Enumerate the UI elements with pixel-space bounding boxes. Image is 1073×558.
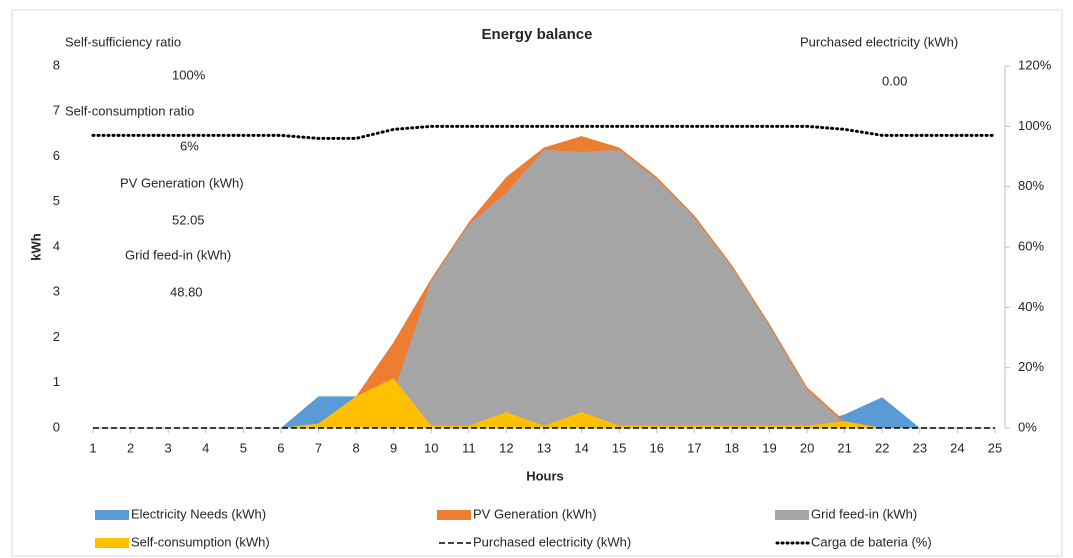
line [91, 124, 997, 140]
legend-swatch [775, 510, 809, 520]
x-tick-label: 15 [612, 440, 626, 455]
chart-title: Energy balance [482, 26, 593, 43]
area [93, 378, 995, 428]
y-tick-label: 1 [53, 374, 60, 389]
x-tick-label: 11 [462, 440, 476, 455]
y-tick-label: 0 [53, 419, 60, 434]
y2-tick-label: 20% [1018, 359, 1044, 374]
y2-tick-label: 0% [1018, 419, 1037, 434]
y-tick-label: 2 [53, 329, 60, 344]
x-tick-label: 3 [165, 440, 172, 455]
annotation: 6% [180, 138, 199, 153]
y2-tick-label: 80% [1018, 178, 1044, 193]
x-tick-label: 2 [127, 440, 134, 455]
y2-tick-label: 120% [1018, 57, 1052, 72]
area [93, 149, 995, 428]
legend-swatch [95, 538, 129, 548]
x-tick-label: 14 [574, 440, 588, 455]
legend-label: PV Generation (kWh) [473, 506, 597, 521]
x-tick-label: 16 [650, 440, 664, 455]
y-tick-label: 6 [53, 148, 60, 163]
x-tick-label: 17 [687, 440, 701, 455]
y-tick-label: 7 [53, 103, 60, 118]
x-tick-label: 22 [875, 440, 889, 455]
y-axis-title: kWh [28, 233, 43, 261]
y-tick-label: 8 [53, 57, 60, 72]
annotation: Purchased electricity (kWh) [800, 34, 958, 49]
x-tick-label: 10 [424, 440, 438, 455]
x-tick-label: 7 [315, 440, 322, 455]
annotation: PV Generation (kWh) [120, 175, 244, 190]
legend-label: Carga de bateria (%) [811, 534, 932, 549]
x-tick-label: 4 [202, 440, 209, 455]
x-tick-label: 1 [89, 440, 96, 455]
x-tick-label: 21 [837, 440, 851, 455]
y-tick-label: 5 [53, 193, 60, 208]
annotation: Grid feed-in (kWh) [125, 247, 231, 262]
legend-label: Purchased electricity (kWh) [473, 534, 631, 549]
annotation: Self-sufficiency ratio [65, 34, 181, 49]
legend-label: Grid feed-in (kWh) [811, 506, 917, 521]
legend-label: Electricity Needs (kWh) [131, 506, 266, 521]
legend-label: Self-consumption (kWh) [131, 534, 270, 549]
legend-swatch [95, 510, 129, 520]
x-tick-label: 19 [762, 440, 776, 455]
annotation: Self-consumption ratio [65, 103, 194, 118]
annotation: 52.05 [172, 212, 205, 227]
x-tick-label: 24 [950, 440, 964, 455]
y2-tick-label: 40% [1018, 299, 1044, 314]
x-tick-label: 23 [913, 440, 927, 455]
annotation: 100% [172, 67, 206, 82]
y2-tick-label: 60% [1018, 238, 1044, 253]
x-tick-label: 9 [390, 440, 397, 455]
annotation: 0.00 [882, 73, 907, 88]
y-tick-label: 3 [53, 284, 60, 299]
annotation: 48.80 [170, 284, 203, 299]
y2-tick-label: 100% [1018, 118, 1052, 133]
x-tick-label: 8 [352, 440, 359, 455]
legend-swatch [437, 510, 471, 520]
x-tick-label: 13 [537, 440, 551, 455]
x-tick-label: 20 [800, 440, 814, 455]
x-tick-label: 6 [277, 440, 284, 455]
x-tick-label: 25 [988, 440, 1002, 455]
x-tick-label: 5 [240, 440, 247, 455]
x-tick-label: 18 [725, 440, 739, 455]
x-tick-label: 12 [499, 440, 513, 455]
x-axis-title: Hours [526, 468, 564, 483]
y-tick-label: 4 [53, 238, 60, 253]
